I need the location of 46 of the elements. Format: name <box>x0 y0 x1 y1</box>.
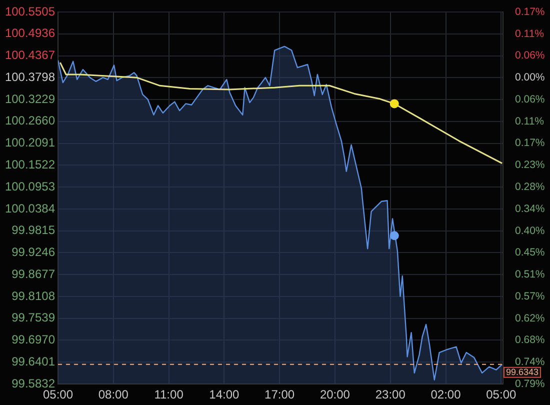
y-tick-label: 100.2660 <box>4 114 56 128</box>
y2-tick-label: 0.57% <box>515 290 545 302</box>
y-tick-label: 99.8677 <box>12 266 56 281</box>
y2-tick-label: 0.23% <box>515 159 545 172</box>
y-tick-label: 100.4367 <box>4 48 56 62</box>
y2-tick-label: 0.74% <box>515 356 545 368</box>
y2-tick-label: 0.34% <box>515 202 545 215</box>
x-tick-label: 08:00 <box>98 388 129 402</box>
y2-tick-label: 0.00% <box>515 72 545 84</box>
y-tick-label: 99.6401 <box>12 354 56 368</box>
y-tick-label: 100.3229 <box>4 92 56 106</box>
x-tick-label: 14:00 <box>209 388 240 402</box>
x-tick-label: 17:00 <box>264 388 295 402</box>
y2-tick-label: 0.40% <box>515 224 545 237</box>
y-tick-label: 99.7539 <box>12 310 56 325</box>
y-tick-label: 100.1522 <box>4 157 56 172</box>
y2-tick-label: 0.11% <box>515 28 544 40</box>
x-tick-label: 23:00 <box>375 388 406 402</box>
y2-tick-label: 0.68% <box>515 334 545 346</box>
y-tick-label: 100.3798 <box>4 70 56 84</box>
y2-tick-label: 0.06% <box>515 93 545 106</box>
x-tick-label: 05:00 <box>486 388 516 402</box>
y2-tick-label: 0.45% <box>515 246 545 259</box>
y2-tick-label: 0.11% <box>515 115 544 128</box>
y-tick-label: 99.6970 <box>12 332 56 347</box>
x-tick-label: 20:00 <box>320 388 350 402</box>
ref-line-label: 99.6343 <box>506 366 539 377</box>
y-tick-label: 100.0384 <box>4 201 56 216</box>
y2-tick-label: 0.17% <box>515 137 545 150</box>
x-tick-label: 05:00 <box>42 388 74 402</box>
y2-tick-label: 0.17% <box>515 6 545 18</box>
y-tick-label: 99.5832 <box>12 376 56 390</box>
x-tick-label: 11:00 <box>154 388 184 402</box>
y-tick-label: 100.2091 <box>4 136 56 150</box>
y2-tick-label: 0.51% <box>515 268 545 281</box>
y-tick-label: 99.9815 <box>12 223 56 238</box>
x-tick-label: 02:00 <box>430 388 462 402</box>
y-tick-label: 100.4936 <box>4 26 56 40</box>
y2-tick-label: 0.06% <box>515 50 545 62</box>
y-tick-label: 99.9246 <box>12 245 56 260</box>
y2-tick-label: 0.62% <box>515 312 545 324</box>
y-tick-label: 99.8108 <box>12 288 56 303</box>
y-tick-label: 100.0953 <box>4 179 56 194</box>
y2-tick-label: 0.28% <box>515 180 545 193</box>
y2-tick-label: 0.79% <box>515 378 545 390</box>
y-tick-label: 100.5505 <box>4 4 56 18</box>
